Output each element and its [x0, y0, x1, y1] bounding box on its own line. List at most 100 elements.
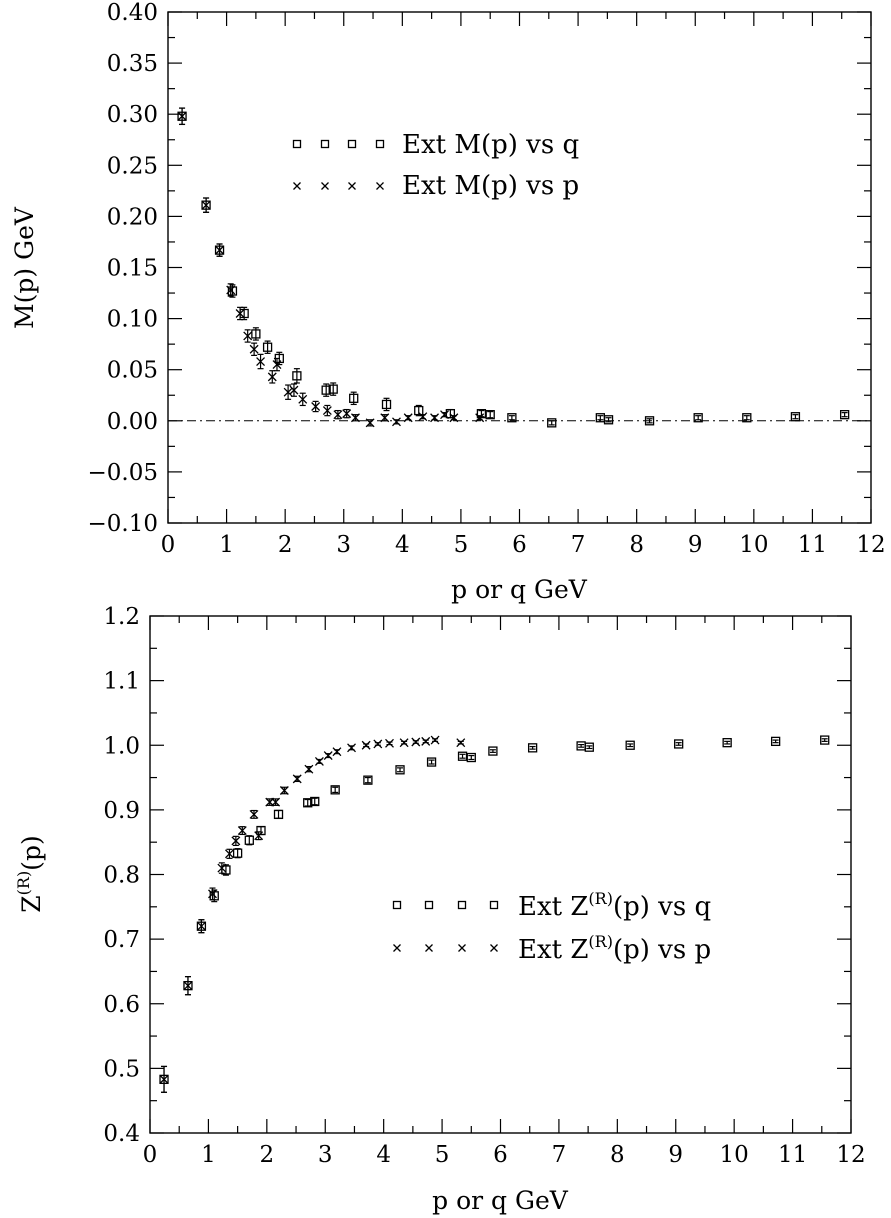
- bot-x-tick-label: 3: [318, 1142, 333, 1168]
- data-point-square: [476, 408, 487, 419]
- data-point-square: [330, 785, 340, 795]
- top-x-tick-label: 0: [161, 532, 176, 558]
- data-point-x: [267, 372, 277, 382]
- data-point-x: [385, 738, 394, 748]
- data-point-square: [349, 393, 359, 403]
- data-point-x: [304, 764, 314, 774]
- data-point-square: [457, 751, 468, 761]
- legend-x-marker: [425, 944, 433, 952]
- top-x-tick-label: 1: [219, 532, 234, 558]
- bot-y-tick-label: 0.4: [103, 1121, 140, 1147]
- data-point-square: [674, 739, 684, 749]
- data-point-x: [440, 410, 449, 420]
- data-point-x: [249, 344, 259, 354]
- data-point-x: [256, 357, 266, 366]
- data-point-x: [323, 751, 333, 761]
- data-point-square: [466, 752, 476, 763]
- top-y-tick-label: 0.20: [107, 204, 158, 230]
- data-point-x: [243, 331, 253, 341]
- legend-square-marker: [347, 139, 357, 149]
- data-point-square: [426, 757, 437, 767]
- bot-y-tick-label: 1.1: [103, 669, 140, 695]
- bot-x-tick-label: 5: [435, 1142, 450, 1168]
- data-point-x: [201, 200, 211, 210]
- data-point-x: [271, 797, 281, 807]
- data-point-square: [321, 385, 331, 395]
- legend-square-marker: [424, 900, 434, 910]
- bottom-legend-label-q: Ext Z(R)(p) vs q: [518, 889, 711, 922]
- data-point-x: [475, 413, 485, 423]
- top-y-tick-label: 0.00: [107, 409, 158, 435]
- data-point-x: [298, 394, 308, 404]
- legend-x-marker: [376, 182, 384, 190]
- bottom-legend-x-markers: [393, 944, 498, 952]
- legend-square-marker: [489, 900, 499, 910]
- data-point-square: [625, 740, 635, 750]
- data-point-square: [644, 416, 655, 426]
- bottom-axis-ticks: [149, 615, 852, 1134]
- bottom-plot-frame: [149, 615, 852, 1134]
- bot-y-tick-label: 1.0: [103, 733, 140, 759]
- legend-square-marker: [457, 900, 467, 910]
- top-legend-x-markers: [293, 182, 384, 190]
- data-point-square: [292, 371, 302, 381]
- data-point-square: [820, 735, 830, 745]
- data-point-x: [430, 413, 440, 423]
- top-x-tick-label: 9: [688, 532, 703, 558]
- top-x-tick-label: 4: [395, 532, 410, 558]
- top-y-tick-label: 0.15: [107, 256, 158, 282]
- top-y-tick-label: 0.25: [107, 153, 158, 179]
- data-point-x: [373, 739, 383, 749]
- bot-y-tick-label: 0.5: [103, 1056, 140, 1082]
- data-point-square: [395, 765, 405, 775]
- bot-x-tick-label: 6: [493, 1142, 508, 1168]
- data-point-x: [177, 111, 187, 121]
- bot-y-tick-label: 0.6: [103, 992, 140, 1018]
- data-point-x: [272, 360, 282, 370]
- top-plot-frame: [167, 11, 872, 524]
- bot-x-tick-label: 9: [668, 1142, 683, 1168]
- data-point-square: [328, 384, 338, 394]
- top-x-tick-label: 10: [739, 532, 768, 558]
- bottom-legend: Ext Z(R)(p) vs q Ext Z(R)(p) vs p: [392, 889, 711, 965]
- bot-x-tick-label: 10: [720, 1142, 749, 1168]
- top-x-tick-label: 3: [336, 532, 351, 558]
- top-legend-square-markers: [292, 139, 385, 149]
- top-y-tick-label: −0.05: [88, 460, 158, 486]
- data-point-x: [314, 756, 324, 766]
- bot-x-tick-label: 1: [201, 1142, 216, 1168]
- data-point-square: [770, 736, 781, 747]
- top-y-tick-label: 0.30: [107, 102, 158, 128]
- top-y-tick-label: 0.05: [107, 358, 158, 384]
- data-point-x: [418, 412, 428, 422]
- top-y-tick-label: 0.35: [107, 51, 158, 77]
- legend-square-marker: [320, 139, 330, 149]
- bot-x-tick-label: 7: [552, 1142, 567, 1168]
- data-point-square: [414, 405, 424, 416]
- bot-x-tick-label: 4: [376, 1142, 391, 1168]
- data-point-x: [333, 410, 343, 420]
- data-point-square: [547, 418, 557, 428]
- data-point-x: [217, 863, 227, 873]
- data-point-x: [159, 1074, 169, 1084]
- top-x-tick-label: 5: [454, 532, 469, 558]
- data-point-x: [430, 735, 440, 745]
- top-y-tick-label: −0.10: [88, 511, 158, 537]
- data-point-x: [342, 409, 352, 419]
- bot-x-tick-label: 0: [143, 1142, 158, 1168]
- data-point-x: [249, 809, 259, 819]
- data-point-x: [403, 413, 413, 423]
- bottom-legend-label-p: Ext Z(R)(p) vs p: [518, 932, 711, 965]
- data-point-square: [485, 410, 495, 420]
- data-point-square: [742, 413, 752, 423]
- data-point-x: [311, 402, 321, 411]
- data-point-x: [215, 245, 225, 255]
- top-x-tick-label: 6: [512, 532, 527, 558]
- data-point-x: [332, 747, 342, 757]
- bot-y-tick-label: 0.9: [103, 798, 140, 824]
- data-point-square: [244, 835, 254, 845]
- data-point-square: [363, 775, 373, 785]
- data-point-x: [237, 826, 247, 836]
- bot-x-tick-label: 11: [778, 1142, 807, 1168]
